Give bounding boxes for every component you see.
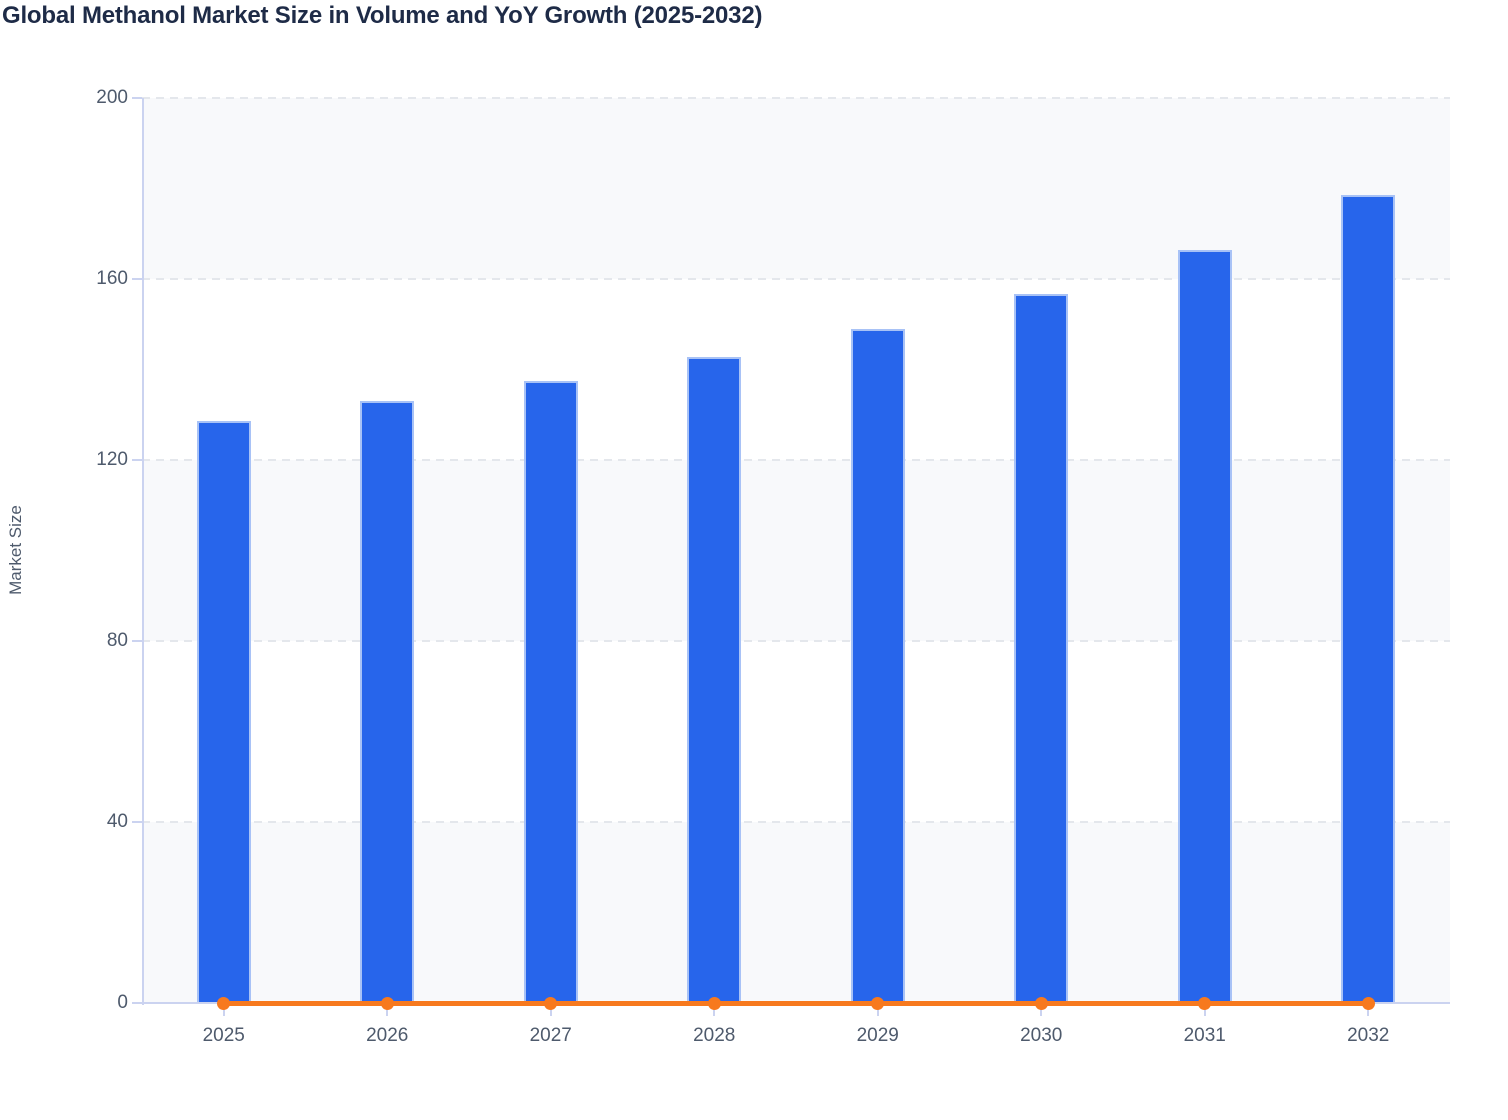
yoy-marker-2026 (380, 996, 394, 1010)
x-tick-mark (1203, 1003, 1206, 1016)
x-tick-mark (713, 1003, 716, 1016)
x-tick-mark (876, 1003, 879, 1016)
plot-band (142, 822, 1450, 1003)
bar-2029 (850, 328, 905, 1003)
yoy-marker-2031 (1198, 996, 1212, 1010)
x-tick-mark (549, 1003, 552, 1016)
x-tick-mark (1367, 1003, 1370, 1016)
yoy-marker-2027 (544, 996, 558, 1010)
y-tick-label: 40 (106, 811, 128, 832)
y-tick-label: 0 (117, 992, 128, 1013)
bar-2025 (196, 420, 251, 1003)
gridline (142, 97, 1450, 99)
y-axis-title: Market Size (6, 505, 25, 595)
bar-2031 (1177, 250, 1232, 1003)
chart-title: Global Methanol Market Size in Volume an… (2, 2, 763, 29)
x-tick-label: 2030 (1020, 1025, 1063, 1046)
y-tick-label: 160 (96, 268, 128, 289)
y-tick-label: 80 (106, 630, 128, 651)
y-tick-label: 120 (96, 449, 128, 470)
x-tick-label: 2029 (856, 1025, 899, 1046)
gridline (142, 640, 1450, 642)
bar-2027 (523, 381, 578, 1003)
y-tick-mark (132, 640, 142, 642)
yoy-growth-line (223, 1000, 1369, 1006)
x-tick-label: 2025 (202, 1025, 245, 1046)
plot-band (142, 98, 1450, 279)
x-tick-label: 2028 (693, 1025, 736, 1046)
x-tick-label: 2026 (366, 1025, 409, 1046)
x-tick-mark (386, 1003, 389, 1016)
y-axis-line (142, 98, 144, 1005)
bar-2026 (360, 401, 415, 1003)
bar-2030 (1014, 293, 1069, 1003)
y-tick-mark (132, 459, 142, 461)
x-tick-label: 2032 (1347, 1025, 1390, 1046)
y-tick-mark (132, 97, 142, 99)
y-tick-mark (132, 278, 142, 280)
yoy-marker-2030 (1034, 996, 1048, 1010)
y-tick-label: 200 (96, 87, 128, 108)
y-tick-mark (132, 821, 142, 823)
gridline (142, 821, 1450, 823)
bar-2028 (687, 356, 742, 1003)
x-tick-mark (222, 1003, 225, 1016)
yoy-marker-2032 (1361, 996, 1375, 1010)
x-tick-label: 2031 (1183, 1025, 1226, 1046)
x-tick-label: 2027 (529, 1025, 572, 1046)
yoy-marker-2025 (217, 996, 231, 1010)
x-tick-mark (1040, 1003, 1043, 1016)
bar-2032 (1341, 195, 1396, 1003)
yoy-marker-2029 (871, 996, 885, 1010)
gridline (142, 459, 1450, 461)
gridline (142, 278, 1450, 280)
yoy-marker-2028 (707, 996, 721, 1010)
y-tick-mark (132, 1002, 142, 1004)
plot-band (142, 460, 1450, 641)
